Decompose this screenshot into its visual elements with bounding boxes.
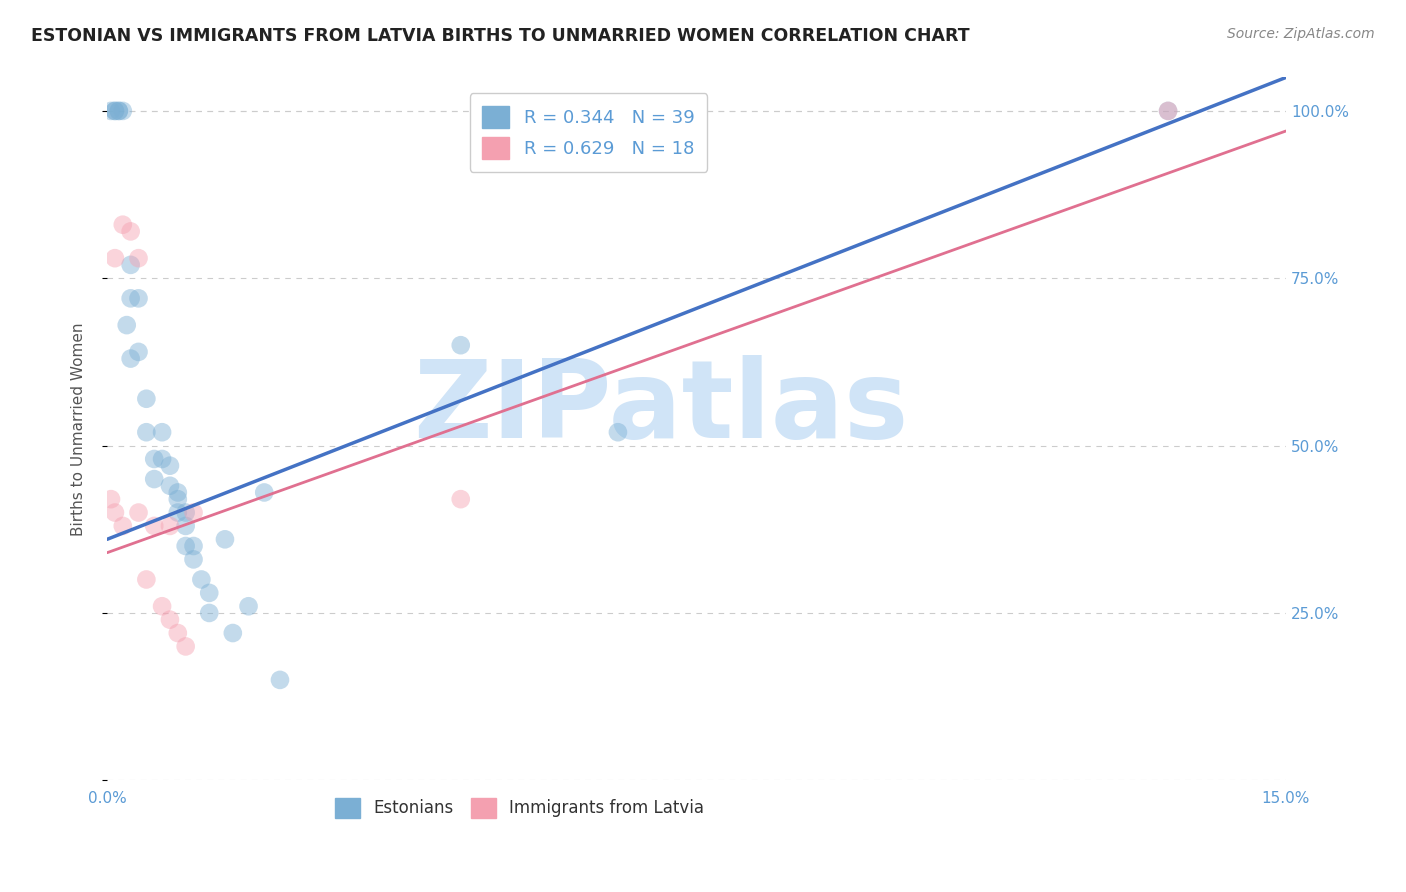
Point <box>198 606 221 620</box>
Point <box>450 492 472 507</box>
Point <box>150 452 173 467</box>
Point <box>214 533 236 547</box>
Point <box>166 506 188 520</box>
Point <box>159 613 181 627</box>
Point <box>174 539 197 553</box>
Point <box>128 291 150 305</box>
Point <box>166 485 188 500</box>
Point <box>253 485 276 500</box>
Point <box>143 472 166 486</box>
Point <box>150 599 173 614</box>
Point <box>159 519 181 533</box>
Point <box>159 458 181 473</box>
Point <box>104 251 127 265</box>
Point <box>174 506 197 520</box>
Point <box>100 103 122 118</box>
Point <box>222 626 245 640</box>
Point <box>150 425 173 440</box>
Point <box>183 539 205 553</box>
Point <box>128 344 150 359</box>
Y-axis label: Births to Unmarried Women: Births to Unmarried Women <box>72 322 86 535</box>
Point <box>238 599 260 614</box>
Point <box>159 479 181 493</box>
Point <box>111 103 134 118</box>
Point <box>115 318 138 332</box>
Point <box>198 586 221 600</box>
Point <box>108 103 131 118</box>
Point <box>166 626 188 640</box>
Point <box>120 224 142 238</box>
Point <box>128 506 150 520</box>
Point <box>183 552 205 566</box>
Point <box>104 103 127 118</box>
Point <box>104 506 127 520</box>
Point <box>120 291 142 305</box>
Text: ESTONIAN VS IMMIGRANTS FROM LATVIA BIRTHS TO UNMARRIED WOMEN CORRELATION CHART: ESTONIAN VS IMMIGRANTS FROM LATVIA BIRTH… <box>31 27 970 45</box>
Point <box>269 673 291 687</box>
Point <box>174 519 197 533</box>
Point <box>128 251 150 265</box>
Point <box>1157 103 1180 118</box>
Point <box>108 103 131 118</box>
Text: Source: ZipAtlas.com: Source: ZipAtlas.com <box>1227 27 1375 41</box>
Point <box>143 519 166 533</box>
Point <box>450 338 472 352</box>
Point <box>1157 103 1180 118</box>
Point <box>190 573 212 587</box>
Point <box>174 640 197 654</box>
Point <box>111 218 134 232</box>
Point <box>135 425 157 440</box>
Text: ZIPatlas: ZIPatlas <box>413 355 908 461</box>
Point <box>135 573 157 587</box>
Point <box>120 351 142 366</box>
Point <box>606 425 628 440</box>
Point <box>143 452 166 467</box>
Point <box>104 103 127 118</box>
Point <box>135 392 157 406</box>
Point <box>183 506 205 520</box>
Point <box>166 492 188 507</box>
Point <box>120 258 142 272</box>
Legend: Estonians, Immigrants from Latvia: Estonians, Immigrants from Latvia <box>329 791 710 825</box>
Point <box>111 519 134 533</box>
Point <box>100 492 122 507</box>
